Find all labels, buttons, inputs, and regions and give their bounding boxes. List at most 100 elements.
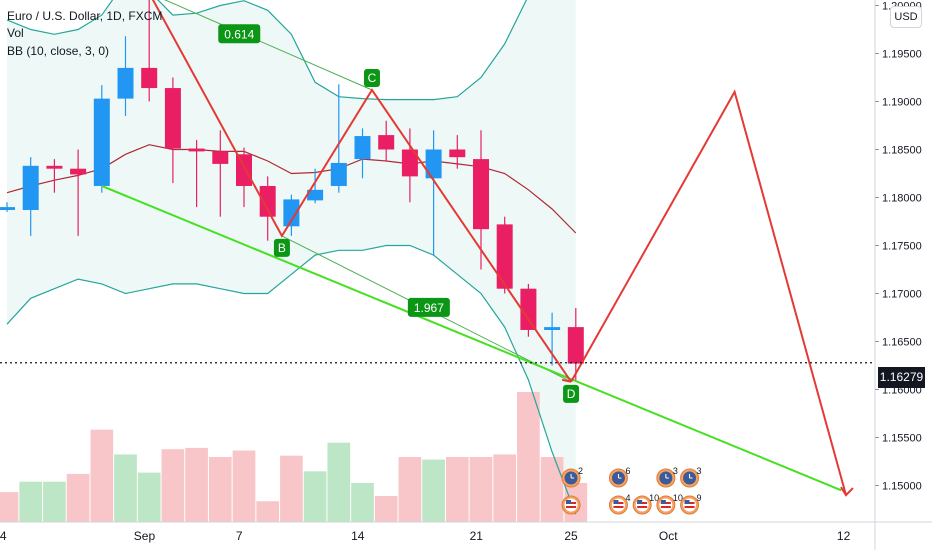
pattern-badge-label: D: [567, 387, 576, 401]
volume-legend: Vol: [7, 26, 24, 40]
price-tick-label: 1.16500: [882, 337, 922, 349]
pattern-badge: [563, 384, 580, 403]
economic-event-flag-icon: [561, 495, 581, 515]
currency-button[interactable]: USD: [890, 6, 922, 28]
event-count: 4: [625, 493, 630, 503]
candle-body: [496, 224, 513, 289]
event-count: 3: [673, 466, 678, 476]
volume-bar: [137, 472, 161, 522]
pattern-badge-label: B: [278, 241, 286, 255]
candle-body: [378, 135, 395, 150]
volume-bar: [493, 454, 517, 522]
candle-body: [259, 185, 276, 217]
fib-ratio-text: 1.967: [414, 301, 444, 315]
volume-bar: [256, 501, 280, 522]
candle-body: [188, 148, 205, 152]
candle-body: [141, 67, 158, 89]
flag-stripe: [684, 506, 695, 508]
pattern-badge: [363, 68, 380, 87]
fib-ratio-label: 1.967: [407, 297, 450, 317]
volume-bar: [43, 481, 66, 522]
flag-canton: [660, 500, 666, 504]
candle-body: [307, 189, 324, 201]
time-tick-label: 7: [236, 529, 243, 543]
price-tick-label: 1.19000: [882, 97, 922, 109]
volume-bar: [327, 442, 351, 522]
symbol-legend: Euro / U.S. Dollar, 1D, FXCM: [7, 9, 163, 23]
flag-stripe: [660, 506, 671, 508]
volume-bar: [374, 496, 398, 522]
flag-canton: [566, 500, 572, 504]
candle-body: [330, 162, 347, 186]
fib-ratio-text: 0.614: [224, 27, 254, 41]
candle-body: [567, 327, 584, 364]
price-tick-label: 1.18500: [882, 145, 922, 157]
volume-bar: [303, 471, 327, 522]
candle-body: [354, 136, 371, 160]
volume-bar: [114, 454, 137, 522]
candle-body: [401, 149, 418, 177]
price-tick-label: 1.18000: [882, 193, 922, 205]
volume-bar: [0, 492, 19, 522]
event-count: 2: [578, 466, 583, 476]
time-tick-label: Sep: [134, 529, 156, 543]
projection-line: [570, 89, 847, 496]
fib-ratio-badge: [407, 297, 450, 317]
flag-stripe: [566, 506, 577, 508]
bollinger-legend: BB (10, close, 3, 0): [7, 44, 110, 58]
price-tick-label: 1.15000: [882, 481, 922, 493]
price-tick-label: 1.17000: [882, 289, 922, 301]
candle-body: [46, 165, 63, 169]
candle-body: [22, 165, 39, 210]
pattern-badge: [273, 238, 290, 257]
economic-event-clock-icon: 3: [680, 466, 702, 488]
pattern-badge-label: C: [368, 71, 377, 85]
price-tick-label: 1.17500: [882, 241, 922, 253]
economic-event-clock-icon: 2: [561, 466, 583, 488]
fib-line: [163, 0, 373, 91]
flag-canton: [684, 500, 690, 504]
bollinger-lower-line: [6, 244, 577, 515]
volume-bar: [540, 457, 564, 522]
economic-event-clock-icon: 3: [656, 466, 678, 488]
volume-bar: [208, 457, 232, 522]
time-tick-label: 21: [470, 529, 484, 543]
volume-bar: [90, 429, 114, 522]
event-count: 6: [625, 466, 630, 476]
flag-canton: [637, 500, 643, 504]
bollinger-upper-line: [6, 0, 528, 101]
price-tick-label: 1.15500: [882, 433, 922, 445]
candle-body: [236, 154, 252, 186]
price-tick-label: 1.19500: [882, 49, 922, 61]
candle-body: [449, 149, 466, 158]
candle-body: [544, 327, 561, 330]
pattern-point-c: C: [363, 68, 380, 87]
volume-bar: [232, 450, 256, 522]
time-tick-label: 25: [564, 529, 578, 543]
volume-bar: [161, 449, 185, 522]
pattern-point-b: B: [273, 238, 290, 257]
candle-body: [93, 98, 110, 186]
volume-bar: [398, 457, 422, 522]
candle-body: [520, 288, 537, 330]
candle-body: [117, 67, 134, 99]
economic-event-flag-icon: 10: [632, 493, 659, 515]
candle-body: [70, 168, 87, 175]
event-count: 9: [697, 493, 702, 503]
economic-event-flag-icon: 10: [656, 493, 683, 515]
candle-body: [212, 151, 229, 164]
economic-event-clock-icon: 6: [608, 466, 630, 488]
d-point-tick: [561, 378, 572, 383]
abcd-pattern-line: [151, 0, 572, 383]
volume-bar: [422, 459, 445, 522]
volume-bar: [66, 473, 90, 522]
candle-body: [425, 149, 442, 179]
volume-bar: [469, 457, 493, 522]
event-count: 10: [673, 493, 683, 503]
volume-bar: [351, 483, 374, 522]
flag-stripe: [613, 506, 624, 508]
event-count: 10: [649, 493, 659, 503]
candle-body: [473, 159, 489, 230]
